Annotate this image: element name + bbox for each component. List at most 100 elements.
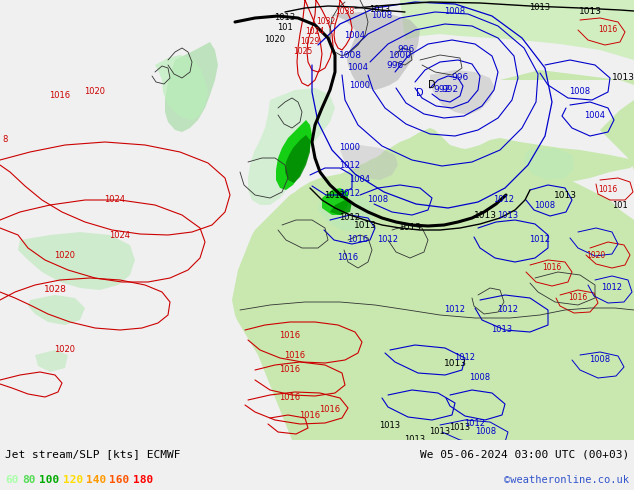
Text: 1013: 1013 [429,427,451,437]
Text: 1020: 1020 [586,250,605,260]
Text: 1016: 1016 [280,330,301,340]
Text: 1004: 1004 [585,111,605,120]
Text: 996: 996 [398,46,415,54]
Text: 1016: 1016 [347,236,368,245]
Text: 992: 992 [434,85,451,95]
Text: 1013: 1013 [612,74,634,82]
Polygon shape [285,135,310,183]
Text: 1008: 1008 [469,373,491,383]
Text: 996: 996 [451,74,469,82]
Polygon shape [400,0,634,60]
Text: 140: 140 [86,475,107,485]
Text: 1008: 1008 [534,200,555,210]
Text: 1012: 1012 [339,189,361,197]
Polygon shape [276,120,312,190]
Text: 80: 80 [22,475,36,485]
Text: 1004: 1004 [349,175,370,185]
Text: 1012: 1012 [455,353,476,363]
Text: 1013: 1013 [379,420,401,430]
Polygon shape [18,232,135,290]
Text: 1013: 1013 [474,211,496,220]
Text: D: D [416,88,424,98]
Polygon shape [165,42,218,132]
Text: 1008: 1008 [368,196,389,204]
Polygon shape [340,145,398,180]
Text: 1028: 1028 [44,286,67,294]
Text: 1013: 1013 [578,7,602,17]
Text: 1000: 1000 [349,81,370,91]
Polygon shape [248,88,335,205]
Text: 1020: 1020 [264,35,285,45]
Text: 60: 60 [5,475,18,485]
Text: 1012: 1012 [498,305,519,315]
Text: 120: 120 [63,475,83,485]
Polygon shape [28,295,85,325]
Text: Jet stream/SLP [kts] ECMWF: Jet stream/SLP [kts] ECMWF [5,449,181,459]
Text: 1029: 1029 [301,38,320,47]
Text: 1013: 1013 [275,14,295,23]
Text: 1016: 1016 [568,294,588,302]
Text: 1016: 1016 [299,411,321,419]
Polygon shape [35,350,68,372]
Text: 101: 101 [277,24,293,32]
Polygon shape [430,70,495,115]
Text: 1016: 1016 [542,264,562,272]
Text: 1020: 1020 [55,250,75,260]
Text: 1008: 1008 [372,10,392,20]
Text: 1012: 1012 [339,214,361,222]
Text: 1012: 1012 [465,419,486,428]
Polygon shape [330,12,420,90]
Polygon shape [155,55,208,120]
Text: 1013: 1013 [553,191,576,199]
Text: 160: 160 [110,475,130,485]
Text: 1024: 1024 [105,196,126,204]
Text: 1012: 1012 [339,161,361,170]
Text: 1000: 1000 [339,144,361,152]
Text: 1013: 1013 [404,436,425,444]
Text: 1024: 1024 [306,27,325,36]
Text: 1013: 1013 [529,3,550,13]
Text: 1016: 1016 [49,91,70,99]
Text: 1032: 1032 [316,18,335,26]
Text: 1020: 1020 [55,345,75,354]
Text: 1013: 1013 [354,220,377,229]
Text: 1012: 1012 [325,191,346,199]
Text: 1013: 1013 [444,359,467,368]
Text: 1016: 1016 [598,25,618,34]
Text: 1013: 1013 [370,5,391,15]
Text: 1016: 1016 [285,350,306,360]
Text: 1038: 1038 [335,7,354,17]
Text: 1013: 1013 [498,211,519,220]
Text: 100: 100 [39,475,59,485]
Polygon shape [322,188,348,215]
Text: 996: 996 [386,60,404,70]
Text: 1008: 1008 [569,88,590,97]
Polygon shape [280,225,634,340]
Text: 1000: 1000 [389,50,411,59]
Text: 1013: 1013 [399,223,422,232]
Text: 1012: 1012 [602,284,623,293]
Text: 1012: 1012 [529,236,550,245]
Text: 1020: 1020 [84,88,105,97]
Text: 1016: 1016 [320,406,340,415]
Polygon shape [524,148,574,180]
Text: 1016: 1016 [598,186,618,195]
Text: We 05-06-2024 03:00 UTC (00+03): We 05-06-2024 03:00 UTC (00+03) [420,449,629,459]
Text: 1016: 1016 [280,393,301,402]
Polygon shape [395,70,634,200]
Text: 1012: 1012 [493,196,515,204]
Text: 1012: 1012 [377,236,399,245]
Polygon shape [330,200,352,215]
Text: 8: 8 [3,136,8,145]
Text: 1013: 1013 [491,325,512,335]
Text: 1024: 1024 [110,230,131,240]
Text: 1016: 1016 [337,253,359,263]
Text: 101: 101 [612,200,628,210]
Text: 992: 992 [441,84,458,94]
Text: 180: 180 [133,475,153,485]
Text: 1012: 1012 [444,305,465,315]
Text: 1008: 1008 [590,356,611,365]
Text: 1008: 1008 [476,427,496,437]
Text: 1008: 1008 [339,50,361,59]
Text: 1025: 1025 [294,48,313,56]
